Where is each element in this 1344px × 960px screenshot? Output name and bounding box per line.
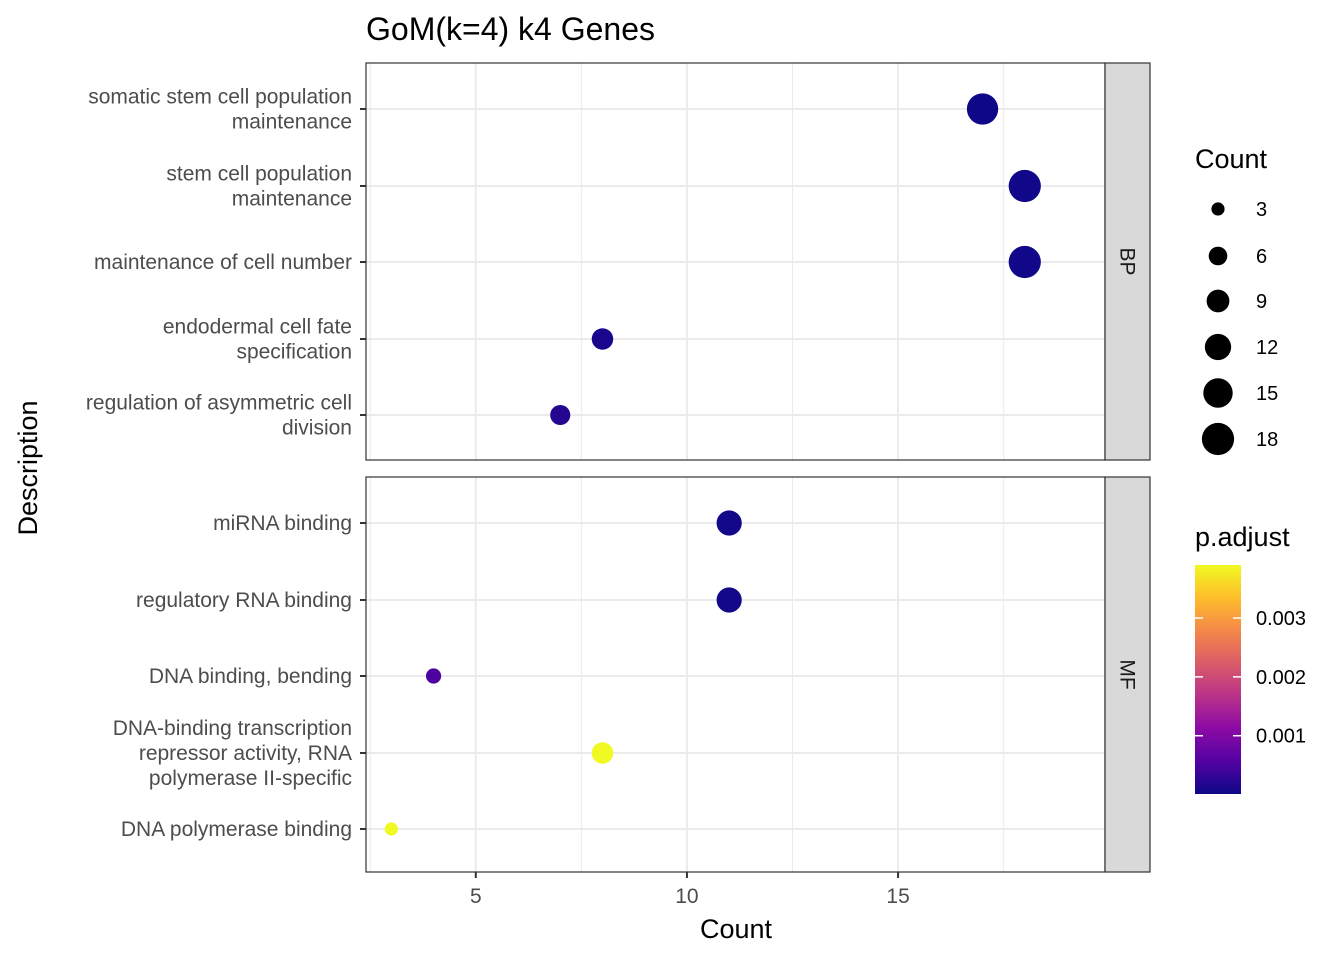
y-tick-label: regulatory RNA binding bbox=[136, 589, 352, 612]
y-tick-label: DNA-binding transcription repressor activ… bbox=[113, 717, 352, 790]
y-tick-label: stem cell population maintenance bbox=[166, 163, 352, 211]
color-legend-title: p.adjust bbox=[1195, 522, 1290, 552]
color-legend-label: 0.002 bbox=[1256, 667, 1306, 689]
y-tick-label: endodermal cell fate specification bbox=[163, 316, 352, 364]
y-tick-label: regulation of asymmetric cell division bbox=[86, 392, 352, 440]
size-legend-label: 6 bbox=[1256, 246, 1267, 268]
data-point bbox=[1008, 169, 1041, 203]
color-legend-label: 0.003 bbox=[1256, 608, 1306, 630]
size-legend-key bbox=[1208, 246, 1228, 266]
size-legend: Count 3 6 9 12 15 18 bbox=[1195, 144, 1278, 456]
data-point bbox=[716, 510, 742, 536]
panel-mf: miRNA binding regulatory RNA binding DNA b… bbox=[113, 476, 1151, 873]
y-axis-title: Description bbox=[13, 400, 43, 535]
size-legend-key bbox=[1206, 289, 1230, 313]
data-point bbox=[966, 93, 999, 125]
panel-background bbox=[366, 477, 1105, 872]
y-tick-label: DNA polymerase binding bbox=[121, 818, 352, 841]
color-legend: p.adjust 0.001 0.002 0.003 bbox=[1195, 522, 1306, 794]
panels-layer: somatic stem cell population maintenance s… bbox=[86, 62, 1151, 873]
size-legend-key bbox=[1204, 333, 1232, 361]
size-legend-label: 12 bbox=[1256, 337, 1278, 359]
data-point bbox=[591, 328, 614, 350]
data-point bbox=[716, 587, 742, 613]
facet-strip-background bbox=[1104, 62, 1151, 461]
color-legend-label: 0.001 bbox=[1256, 726, 1306, 748]
color-bar bbox=[1195, 565, 1241, 794]
x-axis: 5 10 15 bbox=[470, 872, 910, 908]
size-legend-label: 15 bbox=[1256, 383, 1278, 405]
size-legend-key bbox=[1201, 422, 1235, 456]
size-legend-label: 3 bbox=[1256, 199, 1267, 221]
x-tick-label: 5 bbox=[470, 885, 482, 908]
size-legend-label: 9 bbox=[1256, 291, 1267, 313]
y-tick-label: miRNA binding bbox=[213, 512, 352, 535]
size-legend-title: Count bbox=[1195, 144, 1268, 174]
facet-strip-bp: BP bbox=[1104, 62, 1151, 461]
size-legend-key bbox=[1203, 378, 1233, 408]
panel-bp: somatic stem cell population maintenance s… bbox=[86, 62, 1151, 461]
x-tick-label: 15 bbox=[886, 885, 909, 908]
x-axis-title: Count bbox=[700, 914, 773, 944]
facet-strip-label: BP bbox=[1116, 247, 1139, 275]
chart-title: GoM(k=4) k4 Genes bbox=[366, 11, 655, 47]
size-legend-key bbox=[1211, 202, 1225, 216]
facet-strip-background bbox=[1104, 476, 1151, 873]
size-legend-label: 18 bbox=[1256, 429, 1278, 451]
data-point bbox=[384, 822, 398, 836]
data-point bbox=[550, 404, 571, 426]
data-point bbox=[591, 742, 614, 764]
facet-strip-label: MF bbox=[1116, 659, 1139, 689]
data-point bbox=[1008, 245, 1041, 279]
y-tick-label: DNA binding, bending bbox=[149, 665, 352, 688]
facet-strip-mf: MF bbox=[1104, 476, 1151, 873]
y-tick-label: somatic stem cell population maintenance bbox=[88, 86, 352, 134]
x-tick-label: 10 bbox=[675, 885, 698, 908]
data-point bbox=[425, 668, 442, 684]
y-tick-label: maintenance of cell number bbox=[94, 251, 352, 274]
